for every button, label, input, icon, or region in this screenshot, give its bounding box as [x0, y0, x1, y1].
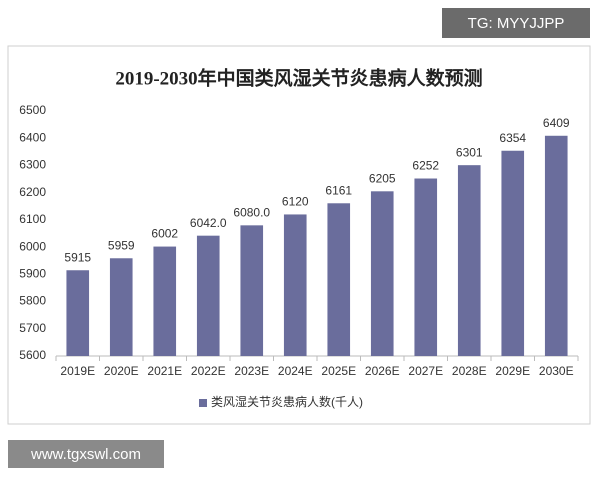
value-label: 6080.0 [233, 206, 270, 220]
value-label: 6205 [369, 171, 396, 185]
watermark-box [8, 440, 164, 468]
bar [283, 214, 307, 356]
y-tick-label: 6500 [19, 103, 46, 117]
value-label: 6252 [412, 159, 439, 173]
bar [240, 225, 264, 356]
x-tick-label: 2026E [365, 364, 400, 378]
bar [414, 178, 438, 356]
value-label: 6354 [499, 131, 526, 145]
value-label: 6002 [151, 227, 178, 241]
value-label: 6301 [456, 145, 483, 159]
bar [544, 135, 568, 356]
x-tick-label: 2021E [147, 364, 182, 378]
y-tick-label: 5700 [19, 321, 46, 335]
y-tick-label: 6000 [19, 239, 46, 253]
x-tick-label: 2028E [452, 364, 487, 378]
value-label: 6042.0 [190, 216, 227, 230]
bar [370, 191, 394, 356]
bar [66, 270, 90, 356]
value-label: 5915 [64, 250, 91, 264]
x-tick-label: 2020E [104, 364, 139, 378]
x-tick-label: 2029E [495, 364, 530, 378]
value-label: 6120 [282, 195, 309, 209]
y-tick-label: 5600 [19, 348, 46, 362]
bar [196, 235, 220, 356]
x-tick-label: 2027E [408, 364, 443, 378]
watermark: www.tgxswl.com [30, 446, 141, 463]
x-tick-label: 2022E [191, 364, 226, 378]
x-tick-label: 2025E [321, 364, 356, 378]
bar [501, 150, 525, 356]
y-tick-label: 6300 [19, 158, 46, 172]
x-tick-label: 2023E [234, 364, 269, 378]
watermark-box [442, 8, 590, 38]
value-label: 6161 [325, 183, 352, 197]
legend-label: 类风湿关节炎患病人数(千人) [211, 394, 363, 409]
y-tick-label: 5800 [19, 294, 46, 308]
y-tick-label: 6200 [19, 185, 46, 199]
value-label: 5959 [108, 238, 135, 252]
x-tick-label: 2019E [60, 364, 95, 378]
y-tick-label: 5900 [19, 267, 46, 281]
chart-title: 2019-2030年中国类风湿关节炎患病人数预测 [115, 66, 482, 89]
bar [109, 258, 133, 356]
bar [153, 246, 177, 356]
bar [457, 165, 481, 356]
y-tick-label: 6400 [19, 130, 46, 144]
y-tick-label: 6100 [19, 212, 46, 226]
value-label: 6409 [543, 116, 570, 130]
x-tick-label: 2024E [278, 364, 313, 378]
watermark: TG: MYYJJPP [468, 15, 565, 32]
x-tick-label: 2030E [539, 364, 574, 378]
bar [327, 203, 351, 356]
legend-swatch [199, 399, 207, 407]
